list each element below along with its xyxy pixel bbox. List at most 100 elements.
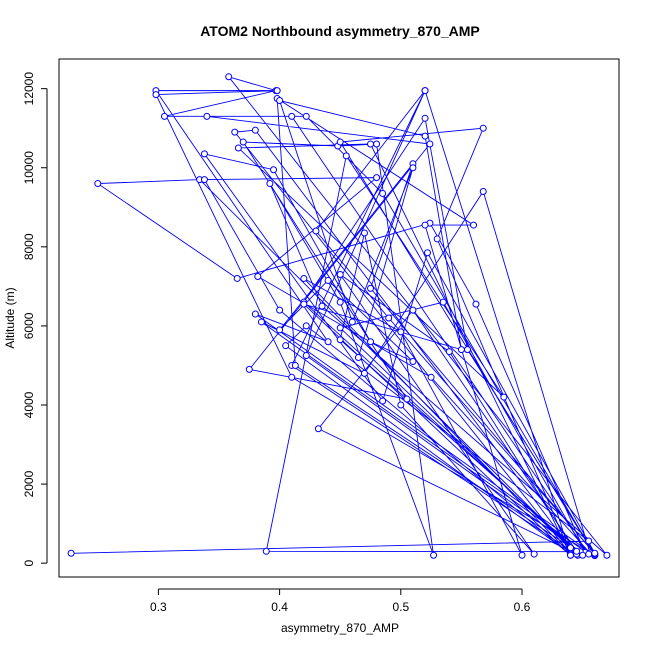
data-point — [288, 112, 296, 120]
data-point — [160, 112, 168, 120]
x-axis: 0.3 0.4 0.5 0.6 — [150, 588, 531, 614]
data-point — [427, 373, 435, 381]
data-point — [336, 138, 344, 146]
data-point — [270, 166, 278, 174]
data-point — [479, 124, 487, 132]
data-point — [470, 221, 478, 229]
data-point — [479, 187, 487, 195]
data-point — [225, 73, 233, 81]
data-point — [367, 338, 375, 346]
data-point — [152, 91, 160, 99]
data-point — [300, 300, 308, 308]
data-point — [403, 395, 411, 403]
data-point — [67, 549, 75, 557]
data-point — [379, 397, 387, 405]
y-axis-label: Altitude (m) — [3, 287, 17, 348]
x-tick-label: 0.4 — [271, 600, 288, 614]
data-point — [200, 176, 208, 184]
data-point — [573, 547, 581, 555]
data-point — [472, 300, 480, 308]
data-point — [302, 112, 310, 120]
data-point — [231, 128, 239, 136]
data-point — [336, 271, 344, 278]
data-point — [430, 551, 438, 559]
x-tick-label: 0.5 — [392, 600, 409, 614]
data-point — [409, 164, 417, 172]
data-point — [336, 336, 344, 344]
data-point — [314, 425, 322, 433]
data-point — [336, 324, 344, 332]
data-point — [318, 302, 326, 310]
data-point — [233, 274, 241, 282]
data-point — [530, 550, 538, 558]
data-point — [373, 174, 381, 182]
data-point — [257, 318, 265, 326]
series-layer — [67, 73, 611, 560]
data-point — [266, 180, 274, 188]
y-tick-label: 10000 — [22, 151, 36, 185]
data-point — [291, 361, 299, 369]
data-point — [463, 346, 471, 354]
data-point — [421, 114, 429, 122]
data-point — [585, 537, 593, 545]
data-point — [360, 369, 368, 377]
y-axis: 0 2000 4000 6000 8000 10000 12000 — [22, 72, 48, 567]
data-point — [385, 314, 393, 322]
data-point — [276, 97, 284, 105]
data-point — [367, 284, 375, 292]
data-point — [336, 298, 344, 306]
y-tick-label: 4000 — [22, 391, 36, 418]
data-point — [276, 326, 284, 334]
data-point — [379, 189, 387, 197]
data-point — [324, 276, 332, 284]
data-point — [302, 322, 310, 330]
data-point — [433, 235, 441, 243]
data-point — [302, 352, 310, 360]
data-point — [262, 547, 270, 555]
data-point — [445, 348, 453, 356]
x-axis-label: asymmetry_870_AMP — [281, 621, 399, 635]
data-point — [585, 550, 593, 558]
data-point — [421, 87, 429, 95]
data-point — [282, 342, 290, 350]
y-tick-label: 2000 — [22, 470, 36, 497]
data-point — [348, 318, 356, 326]
data-point — [500, 393, 508, 401]
x-tick-label: 0.6 — [514, 600, 531, 614]
data-point — [324, 338, 332, 346]
data-point — [251, 310, 259, 318]
data-point — [567, 544, 575, 552]
data-point — [273, 87, 281, 95]
y-tick-label: 8000 — [22, 233, 36, 260]
data-point — [373, 140, 381, 148]
data-point — [94, 180, 102, 188]
data-point — [397, 328, 405, 336]
data-point — [603, 551, 611, 559]
data-point — [409, 306, 417, 314]
data-point — [354, 354, 362, 362]
data-point — [203, 112, 211, 120]
data-point — [234, 144, 242, 152]
data-point — [426, 140, 434, 148]
data-point — [245, 365, 253, 373]
data-point — [409, 358, 417, 365]
x-tick-label: 0.3 — [150, 600, 167, 614]
data-point — [457, 346, 465, 354]
plot-frame — [58, 58, 620, 578]
data-point — [397, 401, 405, 409]
data-point — [342, 152, 350, 160]
data-point — [567, 551, 575, 559]
data-point — [254, 272, 262, 280]
data-point — [591, 549, 599, 557]
data-point — [518, 551, 526, 559]
data-point — [423, 249, 431, 257]
data-point — [421, 132, 429, 140]
data-point — [367, 140, 375, 148]
y-tick-label: 12000 — [22, 72, 36, 106]
data-point — [439, 298, 447, 306]
data-point — [288, 373, 296, 381]
data-point — [276, 306, 284, 314]
data-point — [312, 227, 320, 235]
y-tick-label: 6000 — [22, 312, 36, 339]
